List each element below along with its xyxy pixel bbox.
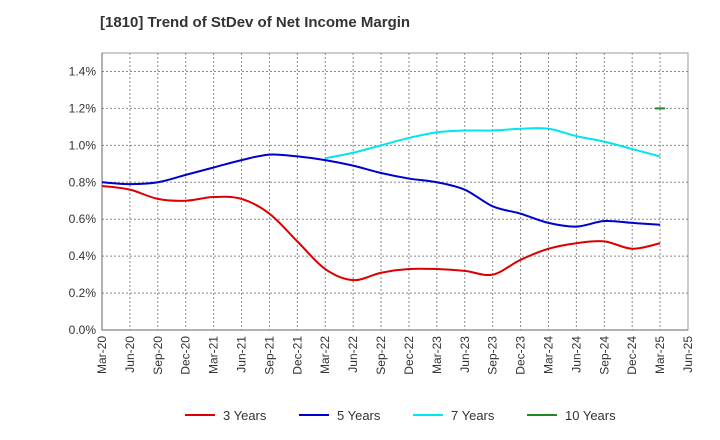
x-tick-label: Jun-24 (569, 336, 583, 373)
legend-label-10-years: 10 Years (565, 408, 616, 423)
x-tick-label: Dec-20 (179, 336, 193, 375)
y-tick-label: 1.0% (69, 138, 97, 152)
x-tick-label: Dec-21 (290, 336, 304, 375)
series-line-7-years (325, 127, 661, 160)
legend-label-5-years: 5 Years (337, 408, 381, 423)
chart-title: [1810] Trend of StDev of Net Income Marg… (100, 14, 411, 31)
series-line-3-years (101, 184, 661, 282)
x-tick-label: Jun-21 (235, 336, 249, 373)
x-tick-label: Sep-24 (597, 336, 611, 375)
x-tick-label: Sep-22 (374, 336, 388, 375)
x-tick-label: Mar-20 (95, 336, 109, 374)
legend-label-7-years: 7 Years (451, 408, 495, 423)
x-tick-label: Mar-23 (430, 336, 444, 374)
x-tick-label: Mar-22 (318, 336, 332, 374)
x-tick-label: Mar-25 (653, 336, 667, 374)
x-tick-label: Dec-23 (514, 336, 528, 375)
series-lines (101, 107, 666, 282)
x-tick-label: Sep-21 (262, 336, 276, 375)
y-tick-label: 0.8% (69, 175, 97, 189)
y-tick-label: 1.4% (69, 64, 97, 78)
x-tick-label: Jun-25 (681, 336, 695, 373)
x-tick-label: Sep-23 (486, 336, 500, 375)
y-tick-label: 0.6% (69, 212, 97, 226)
grid-lines (101, 52, 689, 331)
x-tick-label: Mar-21 (207, 336, 221, 374)
x-tick-label: Dec-22 (402, 336, 416, 375)
legend-label-3-years: 3 Years (223, 408, 267, 423)
series-line-5-years (101, 153, 661, 228)
plot-area (101, 52, 689, 331)
x-tick-label: Jun-20 (123, 336, 137, 373)
x-tick-label: Jun-23 (458, 336, 472, 373)
y-tick-label: 0.2% (69, 286, 97, 300)
legend: 3 Years 5 Years 7 Years 10 Years (185, 408, 616, 423)
y-tick-label: 0.0% (69, 323, 97, 337)
y-tick-label: 0.4% (69, 249, 97, 263)
y-tick-label: 1.2% (69, 101, 97, 115)
axes: 0.0% 0.2% 0.4% 0.6% 0.8% 1.0% 1.2% 1.4% Mar-20 Ju… (69, 53, 695, 375)
x-tick-label: Sep-20 (151, 336, 165, 375)
x-tick-label: Jun-22 (346, 336, 360, 373)
x-tick-label: Dec-24 (625, 336, 639, 375)
x-tick-label: Mar-24 (541, 336, 555, 374)
